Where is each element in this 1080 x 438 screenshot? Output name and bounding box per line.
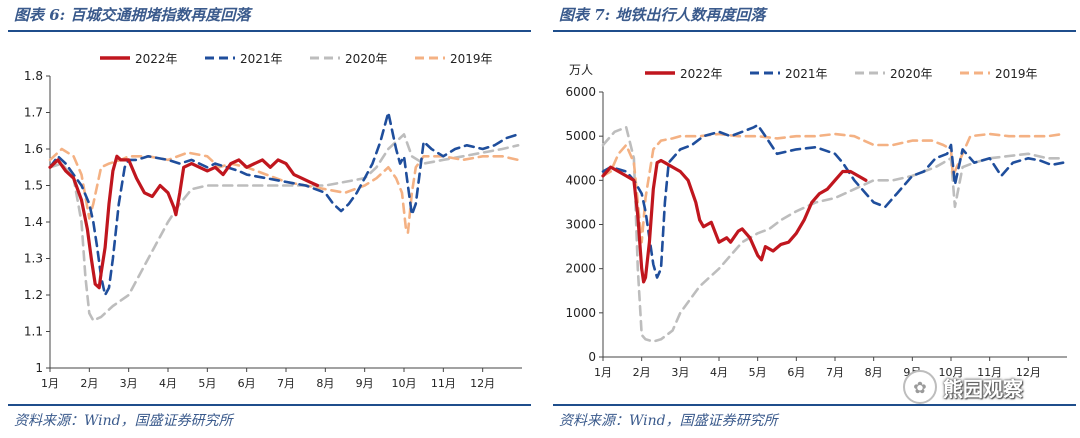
right-x-tick-label: 11月 [977,366,1002,379]
left-x-tick-label: 11月 [431,377,456,390]
left-panel: 图表 6: 百城交通拥堵指数再度回落 1 1.1 1.2 1.3 1.4 1.5 1.6 1.… [0,0,535,438]
left-legend-label-2022: 2022年 [135,52,178,66]
right-x-tick-label: 2月 [633,366,651,379]
left-x-tick-label: 8月 [316,377,334,390]
right-x-tick-label: 4月 [710,366,728,379]
right-y-tick-label: 4000 [565,173,596,187]
left-x-tick-label: 9月 [356,377,374,390]
left-source-note: 资料来源：Wind，国盛证券研究所 [14,413,233,429]
left-x-tick-label: 2月 [80,377,98,390]
left-y-tick-label: 1.7 [24,106,43,120]
left-x-tick-label: 3月 [120,377,138,390]
right-y-tick-label: 5000 [565,129,596,143]
left-y-tick-label: 1.6 [24,142,43,156]
left-y-tick-label: 1.8 [24,69,43,83]
right-legend-label-2022: 2022年 [680,67,723,81]
right-x-tick-label: 6月 [787,366,805,379]
left-x-tick-label: 4月 [159,377,177,390]
right-legend-label-2021: 2021年 [785,67,828,81]
right-series-2020-line [601,126,1065,343]
left-chart: 1 1.1 1.2 1.3 1.4 1.5 1.6 1.7 1.8 1月 2月 3月 4月 5月 6月 7月 8… [24,52,522,390]
right-y-tick-label: 3000 [565,218,596,232]
left-y-tick-label: 1.5 [24,179,43,193]
left-x-tick-label: 12月 [470,377,495,390]
right-y-tick-label: 6000 [565,85,596,99]
right-bottom-rule [553,404,1076,406]
right-x-tick-label: 5月 [749,366,767,379]
left-x-tick-label: 5月 [198,377,216,390]
left-bottom-rule [8,404,531,406]
left-series-2022-line [48,154,320,290]
right-chart-title: 图表 7: 地铁出行人数再度回落 [559,6,766,24]
right-y-tick-label: 2000 [565,262,596,276]
right-y-unit-label: 万人 [569,63,593,77]
left-series-2019-line [48,147,520,235]
left-y-tick-label: 1.2 [24,288,43,302]
right-chart: 0 1000 2000 3000 4000 5000 6000 万人 1月 2月 3月 4月 5月 6月 7… [565,63,1067,379]
watermark: ✿ 熊园观察 [903,370,1063,404]
left-legend-label-2019: 2019年 [450,52,493,66]
right-x-tick-label: 10月 [939,366,964,379]
left-x-tick-label: 10月 [392,377,417,390]
right-x-tick-label: 12月 [1016,366,1041,379]
right-x-tick-label: 8月 [865,366,883,379]
right-top-rule [553,30,1076,32]
left-legend-label-2021: 2021年 [240,52,283,66]
right-y-tick-label: 1000 [565,306,596,320]
right-series-2022-line [601,158,868,284]
right-legend-label-2019: 2019年 [995,67,1038,81]
left-x-tick-label: 6月 [238,377,256,390]
left-legend-label-2020: 2020年 [345,52,388,66]
left-x-tick-label: 1月 [41,377,59,390]
left-top-rule [8,30,531,32]
right-series-2021-line [601,123,1065,279]
right-y-tick-label: 0 [588,350,596,364]
left-x-tick-label: 7月 [277,377,295,390]
right-legend-label-2020: 2020年 [890,67,933,81]
right-x-tick-label: 3月 [671,366,689,379]
right-source-note: 资料来源：Wind，国盛证券研究所 [559,413,778,429]
watermark-text: 熊园观察 [943,376,1023,401]
right-x-tick-label: 7月 [826,366,844,379]
left-y-tick-label: 1.3 [24,252,43,266]
left-y-tick-label: 1.4 [24,215,43,229]
left-series-2020-line [48,133,520,322]
left-series-2021-line [48,111,520,297]
right-x-tick-label: 1月 [594,366,612,379]
left-y-tick-label: 1 [35,361,43,375]
left-chart-title: 图表 6: 百城交通拥堵指数再度回落 [14,6,251,24]
left-y-tick-label: 1.1 [24,325,43,339]
watermark-logo-icon: ✿ [903,370,937,404]
right-series-2019-line [601,132,1065,244]
